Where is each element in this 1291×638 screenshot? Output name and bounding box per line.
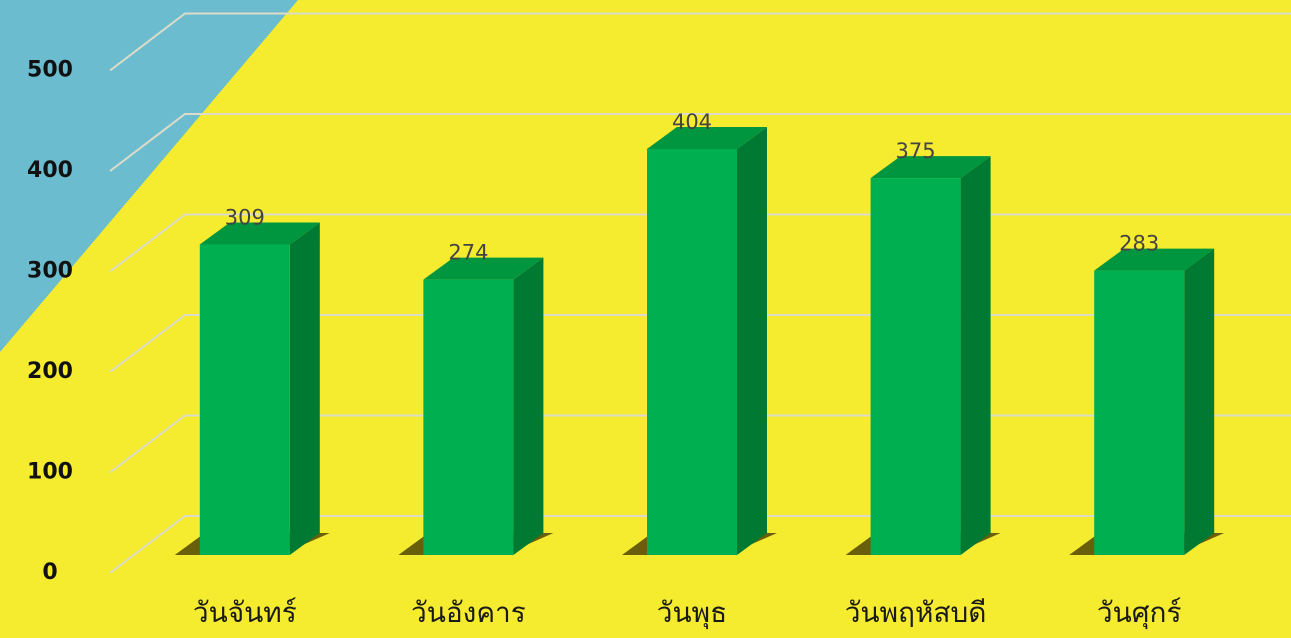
x-tick-label: วันอังคาร (411, 596, 526, 629)
bar-top (1094, 248, 1215, 271)
bar (423, 279, 514, 555)
bar-top (647, 126, 767, 149)
grid-line (109, 12, 1291, 72)
value-label: 375 (896, 139, 936, 163)
y-tick-label: 500 (27, 58, 73, 83)
y-tick-label: 400 (27, 158, 73, 183)
y-tick-label: 100 (27, 460, 73, 485)
corner-decoration (0, 0, 298, 352)
value-label: 283 (1119, 232, 1159, 256)
value-label: 274 (448, 241, 488, 265)
y-tick-label: 0 (42, 560, 57, 585)
bar-side (737, 126, 767, 555)
x-tick-label: วันพุธ (657, 596, 727, 630)
bar-top (199, 222, 320, 245)
y-tick-label: 200 (27, 359, 73, 384)
y-tick-label: 300 (27, 259, 73, 284)
x-tick-label: วันพฤหัสบดี (845, 596, 987, 629)
bar-side (289, 222, 320, 555)
grid-line (109, 113, 1291, 172)
x-tick-label: วันศุกร์ (1097, 596, 1182, 630)
bar (1094, 270, 1185, 555)
bar-top (423, 257, 544, 280)
value-label: 309 (225, 205, 265, 229)
bar-side (1184, 248, 1215, 555)
x-tick-label: วันจันทร์ (193, 596, 297, 629)
bar (199, 244, 290, 555)
bar (870, 178, 961, 555)
bar-top (870, 156, 991, 179)
value-label: 404 (672, 110, 712, 134)
bar-side (960, 156, 991, 555)
bar-side (513, 257, 544, 555)
bar (647, 148, 737, 556)
